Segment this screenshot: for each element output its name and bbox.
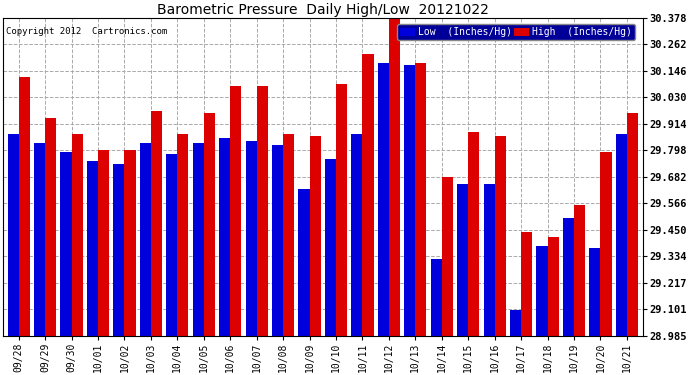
Bar <box>299 189 310 336</box>
Bar <box>19 77 30 336</box>
Bar <box>457 184 469 336</box>
Bar <box>378 63 389 336</box>
Bar <box>362 54 373 336</box>
Bar <box>431 260 442 336</box>
Bar <box>589 248 600 336</box>
Bar <box>627 113 638 336</box>
Bar <box>45 118 56 336</box>
Bar <box>151 111 162 336</box>
Bar <box>166 154 177 336</box>
Bar <box>230 86 241 336</box>
Bar <box>87 161 98 336</box>
Bar <box>404 65 415 336</box>
Bar <box>177 134 188 336</box>
Bar <box>600 152 611 336</box>
Bar <box>548 237 559 336</box>
Bar <box>140 143 151 336</box>
Bar <box>389 18 400 336</box>
Bar <box>336 84 347 336</box>
Bar <box>113 164 124 336</box>
Bar <box>219 138 230 336</box>
Bar <box>193 143 204 336</box>
Bar <box>442 177 453 336</box>
Text: Copyright 2012  Cartronics.com: Copyright 2012 Cartronics.com <box>6 27 167 36</box>
Legend: Low  (Inches/Hg), High  (Inches/Hg): Low (Inches/Hg), High (Inches/Hg) <box>397 24 635 40</box>
Bar <box>469 132 480 336</box>
Bar <box>246 141 257 336</box>
Bar <box>283 134 294 336</box>
Bar <box>310 136 321 336</box>
Bar <box>351 134 362 336</box>
Bar <box>34 143 45 336</box>
Bar <box>61 152 72 336</box>
Bar <box>257 86 268 336</box>
Bar <box>615 134 627 336</box>
Bar <box>521 232 532 336</box>
Bar <box>484 184 495 336</box>
Bar <box>72 134 83 336</box>
Bar <box>272 145 283 336</box>
Title: Barometric Pressure  Daily High/Low  20121022: Barometric Pressure Daily High/Low 20121… <box>157 3 489 17</box>
Bar <box>574 205 585 336</box>
Bar <box>563 218 574 336</box>
Bar <box>510 310 521 336</box>
Bar <box>98 150 109 336</box>
Bar <box>124 150 135 336</box>
Bar <box>204 113 215 336</box>
Bar <box>415 63 426 336</box>
Bar <box>536 246 548 336</box>
Bar <box>8 134 19 336</box>
Bar <box>495 136 506 336</box>
Bar <box>325 159 336 336</box>
